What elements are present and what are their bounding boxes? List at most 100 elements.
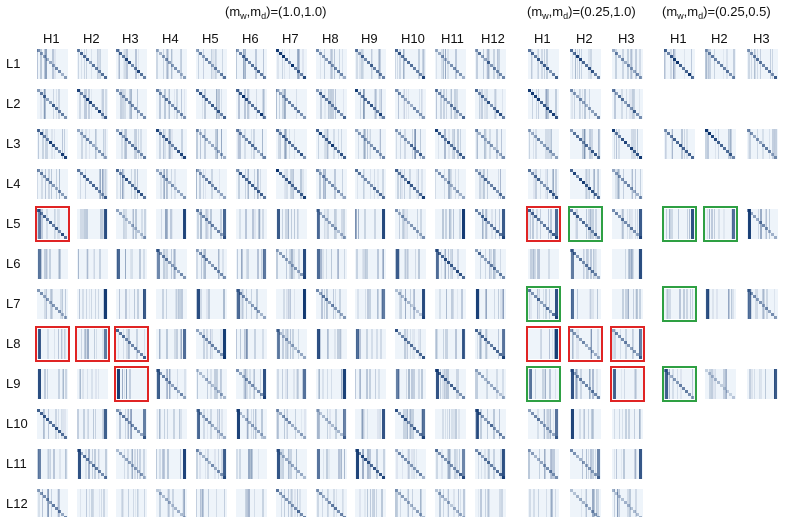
map-texture bbox=[486, 369, 487, 399]
map-texture bbox=[125, 409, 126, 439]
map-texture bbox=[330, 49, 332, 79]
map-texture bbox=[236, 49, 237, 79]
map-texture bbox=[535, 129, 537, 159]
map-diagonal bbox=[490, 104, 493, 107]
map-diagonal bbox=[263, 436, 266, 439]
map-diagonal bbox=[52, 504, 55, 507]
map-texture bbox=[543, 289, 544, 319]
map-texture bbox=[156, 249, 157, 279]
map-diagonal bbox=[537, 58, 540, 61]
map-diagonal bbox=[762, 64, 765, 67]
map-diagonal bbox=[582, 181, 585, 184]
map-diagonal bbox=[588, 67, 591, 70]
map-diagonal bbox=[156, 169, 159, 172]
map-texture bbox=[400, 289, 402, 319]
map-diagonal bbox=[630, 67, 633, 70]
map-diagonal bbox=[251, 304, 254, 307]
map-texture bbox=[38, 129, 39, 159]
map-diagonal bbox=[131, 144, 134, 147]
map-diagonal bbox=[288, 181, 291, 184]
map-diagonal bbox=[214, 187, 217, 190]
map-texture bbox=[630, 249, 632, 279]
map-texture bbox=[286, 289, 287, 319]
map-texture bbox=[239, 209, 241, 239]
head-label-p1-h5: H5 bbox=[202, 31, 219, 46]
map-diagonal bbox=[768, 310, 771, 313]
map-diagonal bbox=[540, 101, 543, 104]
map-diagonal bbox=[462, 76, 465, 79]
attention-map-p2-l5-h2 bbox=[570, 209, 601, 239]
map-diagonal bbox=[502, 196, 505, 199]
map-texture bbox=[455, 49, 457, 79]
map-texture bbox=[61, 409, 62, 439]
map-texture bbox=[99, 449, 100, 479]
map-diagonal bbox=[355, 169, 358, 172]
map-diagonal bbox=[95, 67, 98, 70]
attention-map-p3-l1-h3 bbox=[747, 49, 778, 79]
map-diagonal bbox=[334, 147, 337, 150]
map-diagonal bbox=[254, 187, 257, 190]
map-diagonal bbox=[450, 464, 453, 467]
map-texture bbox=[105, 129, 106, 159]
map-diagonal bbox=[199, 372, 202, 375]
map-diagonal bbox=[337, 110, 340, 113]
map-diagonal bbox=[481, 455, 484, 458]
map-diagonal bbox=[223, 156, 226, 159]
map-texture bbox=[183, 209, 186, 239]
map-diagonal bbox=[462, 116, 465, 119]
map-texture bbox=[583, 249, 584, 279]
map-texture bbox=[711, 209, 713, 239]
map-diagonal bbox=[251, 104, 254, 107]
map-diagonal bbox=[40, 172, 43, 175]
map-diagonal bbox=[217, 70, 220, 73]
map-diagonal bbox=[462, 156, 465, 159]
map-diagonal bbox=[422, 436, 425, 439]
map-texture bbox=[284, 409, 285, 439]
map-diagonal bbox=[627, 344, 630, 347]
map-texture bbox=[87, 329, 89, 359]
map-diagonal bbox=[285, 98, 288, 101]
map-diagonal bbox=[370, 64, 373, 67]
map-diagonal bbox=[254, 387, 257, 390]
map-texture bbox=[277, 49, 279, 79]
map-texture bbox=[670, 49, 672, 79]
map-diagonal bbox=[245, 58, 248, 61]
map-diagonal bbox=[691, 156, 694, 159]
map-texture bbox=[665, 129, 666, 159]
map-texture bbox=[705, 129, 706, 159]
map-diagonal bbox=[196, 329, 199, 332]
map-texture bbox=[572, 329, 573, 359]
map-diagonal bbox=[279, 132, 282, 135]
attention-map-p1-l12-h3 bbox=[116, 489, 147, 517]
map-texture bbox=[399, 209, 400, 239]
map-texture bbox=[62, 329, 63, 359]
head-label-p3-h1: H1 bbox=[670, 31, 687, 46]
map-diagonal bbox=[612, 49, 615, 52]
map-texture bbox=[134, 289, 135, 319]
map-texture bbox=[262, 209, 264, 239]
map-texture bbox=[774, 289, 775, 319]
map-texture bbox=[206, 329, 208, 359]
map-diagonal bbox=[747, 209, 750, 212]
map-texture bbox=[164, 129, 166, 159]
map-texture bbox=[592, 449, 594, 479]
map-texture bbox=[343, 209, 345, 239]
map-texture bbox=[211, 49, 212, 79]
map-diagonal bbox=[328, 301, 331, 304]
map-diagonal bbox=[756, 298, 759, 301]
attention-map-p1-l2-h9 bbox=[355, 89, 386, 119]
map-diagonal bbox=[621, 58, 624, 61]
map-texture bbox=[94, 449, 96, 479]
map-diagonal bbox=[591, 230, 594, 233]
map-texture bbox=[420, 489, 422, 517]
map-texture bbox=[344, 449, 345, 479]
map-diagonal bbox=[263, 396, 266, 399]
map-diagonal bbox=[618, 135, 621, 138]
map-diagonal bbox=[573, 452, 576, 455]
map-diagonal bbox=[361, 175, 364, 178]
attention-map-p2-l3-h1 bbox=[528, 129, 559, 159]
map-diagonal bbox=[143, 156, 146, 159]
map-texture bbox=[261, 409, 263, 439]
map-texture bbox=[596, 249, 597, 279]
map-diagonal bbox=[639, 356, 642, 359]
